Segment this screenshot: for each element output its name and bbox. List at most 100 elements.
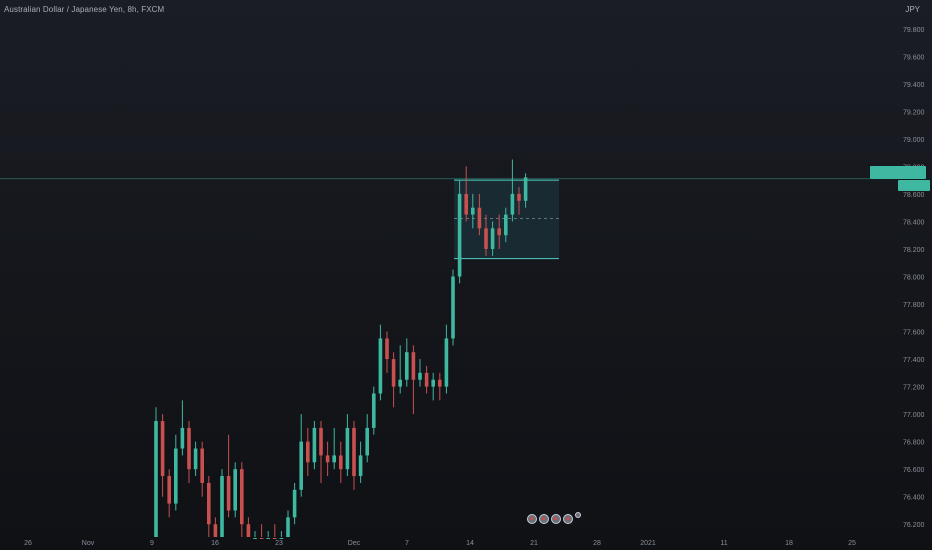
x-tick-label: 21 [530,540,538,547]
candle-body [233,469,237,511]
candle-body [431,379,435,387]
y-tick-label: 77.200 [903,385,925,392]
x-tick-label: 18 [785,540,793,547]
x-tick-label: 7 [405,540,409,547]
event-flag-icon[interactable] [551,514,561,524]
y-tick-label: 79.600 [903,54,925,61]
candle-body [292,489,297,518]
candle-body [444,338,449,387]
price-tag-secondary [898,180,930,191]
x-tick-label: Nov [82,540,95,547]
x-tick-label: 16 [211,540,219,547]
candle-body [411,352,416,380]
y-tick-label: 79.400 [903,82,925,89]
y-tick-label: 77.800 [903,302,925,309]
x-tick-label: 28 [593,540,601,547]
y-tick-label: 78.600 [903,192,925,199]
candle-body [424,372,429,387]
y-tick-label: 79.000 [903,137,925,144]
candle-body [477,207,482,229]
y-tick-label: 77.000 [903,412,925,419]
event-flag-icon[interactable] [539,514,549,524]
candle-body [372,393,376,428]
y-tick-label: 76.800 [903,440,925,447]
x-tick-label: 2021 [640,540,656,547]
x-tick-label: 25 [848,540,856,547]
candle-body [279,538,284,539]
candle-body [306,441,310,463]
y-tick-label: 79.200 [903,109,925,116]
candle-body [418,372,422,380]
candle-body [490,228,495,249]
candle-body [339,455,343,470]
candle-body [391,359,396,387]
x-tick-label: 9 [150,540,154,547]
candle-body [266,538,270,539]
currency-label: JPY [905,5,920,14]
candle-body [226,476,231,511]
candle-body [259,538,264,539]
candle-body [325,455,330,463]
x-tick-label: 14 [466,540,474,547]
candle-body [319,427,323,456]
y-tick-label: 77.600 [903,330,925,337]
y-tick-label: 78.000 [903,275,925,282]
candle-body [497,228,501,236]
economic-events[interactable] [527,512,581,530]
candle-body [378,338,383,394]
candle-body [187,427,191,470]
candle-body [207,482,211,525]
candle-body [286,517,290,537]
chart-title: Australian Dollar / Japanese Yen, 8h, FX… [4,5,165,14]
candle-body [398,379,402,387]
candle-body [312,427,317,463]
current-price-tag [870,166,926,179]
event-flag-icon[interactable] [563,514,573,524]
candle-body [464,193,468,215]
candle-body [240,469,244,525]
candle-body [517,193,521,201]
candle-body [510,193,515,215]
candle-body [154,421,158,537]
event-flag-icon[interactable] [527,514,537,524]
y-tick-label: 79.800 [903,27,925,34]
x-tick-label: 23 [275,540,283,547]
candle-body [246,524,251,537]
y-tick-label: 78.200 [903,247,925,254]
candle-body [160,421,165,477]
candle-body [451,276,455,339]
candle-body [332,455,336,463]
candle-body [471,207,475,215]
candle-body [438,379,442,387]
candle-body [523,177,528,201]
candle-body [174,448,178,504]
candle-body [352,427,356,477]
candle-body [220,476,224,537]
candle-body [484,228,488,249]
more-events-icon[interactable] [575,512,581,518]
y-tick-label: 76.200 [903,522,925,529]
candle-body [193,448,198,470]
candle-body [457,193,462,277]
candle-body [273,538,277,539]
candle-body [200,448,204,483]
candle-body [345,427,350,470]
y-tick-label: 78.400 [903,219,925,226]
x-tick-label: Dec [348,540,361,547]
y-tick-label: 77.400 [903,357,925,364]
x-tick-label: 26 [24,540,32,547]
candle-body [385,338,389,360]
candle-body [180,427,185,449]
candle-body [253,538,257,539]
y-tick-label: 76.600 [903,467,925,474]
y-tick-label: 76.400 [903,495,925,502]
candle-body [167,476,171,504]
candle-body [213,524,218,537]
candle-body [358,455,363,477]
candle-body [504,214,508,236]
candle-body [405,352,409,380]
candle-body [365,427,369,456]
x-tick-label: 11 [720,540,727,547]
candle-body [299,441,303,490]
